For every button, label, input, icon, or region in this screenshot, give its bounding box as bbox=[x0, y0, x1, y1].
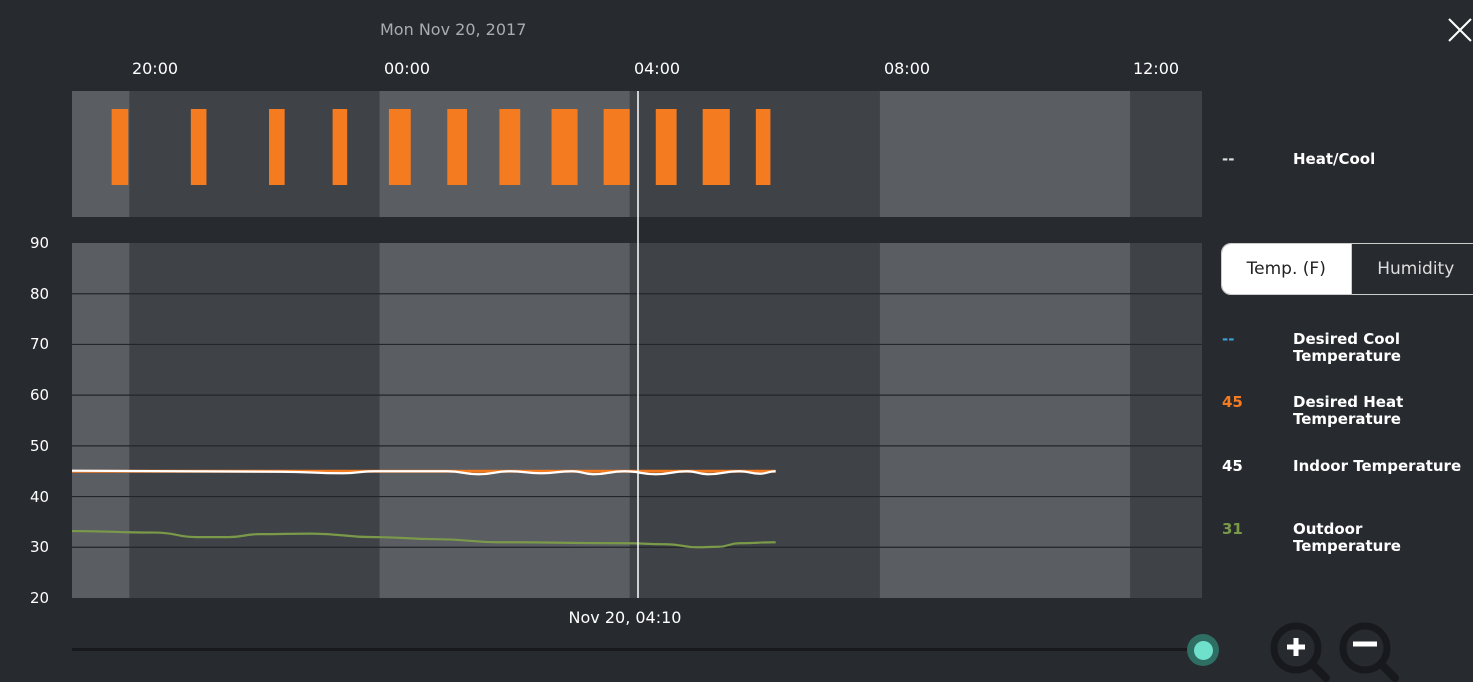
indoor-value: 45 bbox=[1222, 457, 1243, 475]
heat-value: 45 bbox=[1222, 393, 1243, 411]
cool-label: Desired Cool Temperature bbox=[1293, 330, 1401, 365]
time-tick: 08:00 bbox=[883, 59, 931, 78]
indoor-temp-line bbox=[71, 469, 776, 476]
outdoor-label: Outdoor Temperature bbox=[1293, 520, 1401, 555]
close-icon[interactable] bbox=[1446, 16, 1473, 44]
y-tick-label: 20 bbox=[30, 589, 50, 607]
time-slider-handle[interactable] bbox=[1187, 634, 1219, 666]
y-tick-label: 50 bbox=[30, 436, 50, 455]
indoor-label: Indoor Temperature bbox=[1293, 457, 1462, 475]
dark-band bbox=[1130, 243, 1202, 598]
time-slider-track[interactable] bbox=[72, 648, 1197, 651]
y-tick-label: 60 bbox=[30, 386, 50, 405]
cool-value: -- bbox=[1222, 330, 1235, 348]
heat-bar bbox=[447, 109, 468, 185]
time-tick: 12:00 bbox=[1132, 59, 1180, 78]
y-tick-label: 90 bbox=[30, 234, 50, 252]
y-tick-label: 40 bbox=[30, 487, 50, 506]
outdoor-value: 31 bbox=[1222, 520, 1243, 538]
dark-band bbox=[129, 243, 380, 598]
heat-bar bbox=[388, 109, 411, 185]
heatcool-value: -- bbox=[1222, 150, 1235, 168]
zoom-in-icon[interactable] bbox=[1268, 620, 1330, 682]
dark-band bbox=[1130, 91, 1202, 217]
zoom-out-icon[interactable] bbox=[1337, 620, 1399, 682]
heat-bar bbox=[190, 109, 207, 185]
heat-bar bbox=[269, 109, 285, 185]
heat-bar bbox=[755, 109, 771, 185]
heatcool-label: Heat/Cool bbox=[1293, 150, 1376, 168]
heat-bar bbox=[603, 109, 630, 185]
temp-tab[interactable]: Temp. (F) bbox=[1222, 244, 1351, 294]
heat-bar bbox=[111, 109, 129, 185]
dark-band bbox=[629, 243, 880, 598]
time-tick: 04:00 bbox=[633, 59, 681, 78]
metric-toggle: Temp. (F) Humidity bbox=[1221, 243, 1473, 295]
heat-bar bbox=[499, 109, 521, 185]
date-label: Mon Nov 20, 2017 bbox=[380, 20, 527, 39]
outdoor-temp-line bbox=[71, 529, 776, 549]
humidity-tab[interactable]: Humidity bbox=[1350, 244, 1473, 294]
y-tick-label: 30 bbox=[30, 538, 50, 557]
heat-bar bbox=[655, 109, 677, 185]
y-tick-label: 80 bbox=[30, 284, 50, 303]
y-tick-label: 70 bbox=[30, 335, 50, 354]
heat-bar bbox=[702, 109, 730, 185]
heat-label: Desired Heat Temperature bbox=[1293, 393, 1404, 428]
time-tick: 20:00 bbox=[131, 59, 179, 78]
heat-bar bbox=[332, 109, 348, 185]
time-tick: 00:00 bbox=[383, 59, 431, 78]
heat-bar bbox=[551, 109, 578, 185]
cursor-time-label: Nov 20, 04:10 bbox=[568, 608, 682, 627]
history-chart[interactable] bbox=[0, 0, 1210, 682]
